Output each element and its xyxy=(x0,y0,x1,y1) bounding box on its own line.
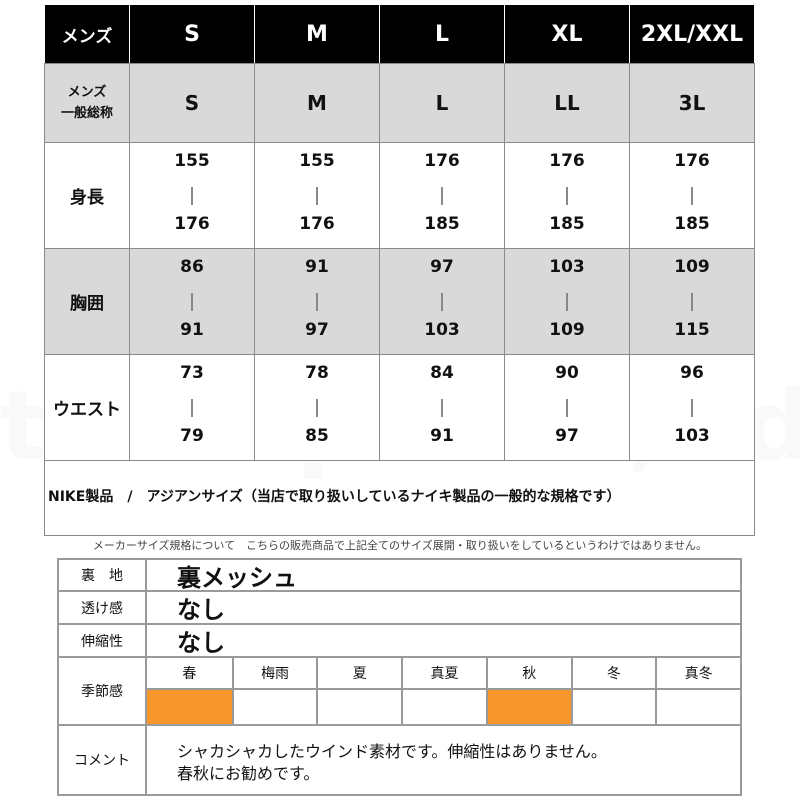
range-separator xyxy=(691,399,693,417)
general-label-line2: 一般総称 xyxy=(60,106,113,121)
range-separator xyxy=(316,399,318,417)
range-separator xyxy=(316,187,318,205)
season-winter: 冬 xyxy=(570,658,656,690)
range-separator xyxy=(691,187,693,205)
general-value: 3L xyxy=(629,63,755,143)
range-separator xyxy=(316,293,318,311)
range-cell: 78 85 xyxy=(254,354,380,461)
range-cell: 176 185 xyxy=(629,142,755,249)
spec-table: 裏 地 裏メッシュ 透け感 なし 伸縮性 なし 季節感 春 梅雨 夏 真夏 秋 … xyxy=(57,558,742,796)
range-separator xyxy=(566,187,568,205)
range-cell: 84 91 xyxy=(379,354,505,461)
range-cell: 86 91 xyxy=(129,248,255,355)
height-row: 身長 155 176 155 176 176 185 176 185 176 185 xyxy=(44,142,755,249)
general-value: S xyxy=(129,63,255,143)
range-separator xyxy=(441,399,443,417)
range-cell: 73 79 xyxy=(129,354,255,461)
maker-size-caption: メーカーサイズ規格について こちらの販売商品で上記全てのサイズ展開・取り扱いをし… xyxy=(92,539,708,552)
waist-label: ウエスト xyxy=(44,354,130,461)
range-separator xyxy=(566,399,568,417)
season-indicator-winter xyxy=(570,690,656,724)
season-row: 季節感 春 梅雨 夏 真夏 秋 冬 真冬 xyxy=(59,658,740,726)
season-spring: 春 xyxy=(147,658,232,690)
transparency-row: 透け感 なし xyxy=(59,592,740,625)
season-indicator-midwinter xyxy=(655,690,740,724)
chest-row: 胸囲 86 91 91 97 97 103 103 109 109 115 xyxy=(44,248,755,355)
lining-row: 裏 地 裏メッシュ xyxy=(59,560,740,592)
general-size-row: メンズ 一般総称 S M L LL 3L xyxy=(44,63,755,143)
range-cell: 90 97 xyxy=(504,354,630,461)
transparency-value: なし xyxy=(177,596,225,624)
general-value: L xyxy=(379,63,505,143)
range-cell: 155 176 xyxy=(254,142,380,249)
range-cell: 176 185 xyxy=(504,142,630,249)
comment-line-1: シャカシャカしたウインド素材です。伸縮性はありません。 xyxy=(177,742,607,761)
season-indicator-midsummer xyxy=(401,690,486,724)
range-separator xyxy=(191,293,193,311)
size-xl: XL xyxy=(504,4,630,64)
general-label-line1: メンズ xyxy=(67,85,107,100)
size-2xl: 2XL/XXL xyxy=(629,4,755,64)
range-separator xyxy=(191,399,193,417)
stretch-label: 伸縮性 xyxy=(59,625,147,656)
comment-text: シャカシャカしたウインド素材です。伸縮性はありません。 春秋にお勧めです。 xyxy=(177,741,607,785)
stretch-row: 伸縮性 なし xyxy=(59,625,740,658)
range-cell: 109 115 xyxy=(629,248,755,355)
range-cell: 96 103 xyxy=(629,354,755,461)
transparency-label: 透け感 xyxy=(59,592,147,623)
range-cell: 97 103 xyxy=(379,248,505,355)
range-separator xyxy=(441,187,443,205)
range-cell: 155 176 xyxy=(129,142,255,249)
height-label: 身長 xyxy=(44,142,130,249)
season-indicator-spring xyxy=(147,690,232,724)
size-l: L xyxy=(379,4,505,64)
range-separator xyxy=(691,293,693,311)
season-summer: 夏 xyxy=(316,658,402,690)
waist-row: ウエスト 73 79 78 85 84 91 90 97 96 103 xyxy=(44,354,755,461)
size-s: S xyxy=(129,4,255,64)
range-cell: 103 109 xyxy=(504,248,630,355)
season-midwinter: 真冬 xyxy=(655,658,740,690)
season-autumn: 秋 xyxy=(485,658,571,690)
lining-value: 裏メッシュ xyxy=(177,563,297,592)
range-separator xyxy=(566,293,568,311)
season-rainy: 梅雨 xyxy=(231,658,317,690)
size-note-box: NIKE製品 / アジアンサイズ（当店で取り扱いしているナイキ製品の一般的な規格… xyxy=(44,461,755,536)
season-midsummer: 真夏 xyxy=(401,658,486,690)
size-chart-table: メンズ S M L XL 2XL/XXL メンズ 一般総称 S M L LL 3… xyxy=(44,4,755,461)
season-grid: 春 梅雨 夏 真夏 秋 冬 真冬 xyxy=(147,658,740,724)
general-value: LL xyxy=(504,63,630,143)
comment-line-2: 春秋にお勧めです。 xyxy=(177,764,320,783)
size-header-row: メンズ S M L XL 2XL/XXL xyxy=(44,4,755,64)
stretch-value: なし xyxy=(177,629,225,657)
range-separator xyxy=(191,187,193,205)
general-label: メンズ 一般総称 xyxy=(44,63,130,143)
comment-row: コメント シャカシャカしたウインド素材です。伸縮性はありません。 春秋にお勧めで… xyxy=(59,726,740,794)
range-cell: 176 185 xyxy=(379,142,505,249)
comment-label: コメント xyxy=(59,726,147,794)
size-note-text: NIKE製品 / アジアンサイズ（当店で取り扱いしているナイキ製品の一般的な規格… xyxy=(48,489,621,505)
range-cell: 91 97 xyxy=(254,248,380,355)
season-indicator-rainy xyxy=(231,690,317,724)
chest-label: 胸囲 xyxy=(44,248,130,355)
range-separator xyxy=(441,293,443,311)
header-label: メンズ xyxy=(44,4,130,64)
size-m: M xyxy=(254,4,380,64)
lining-label: 裏 地 xyxy=(59,560,147,590)
general-value: M xyxy=(254,63,380,143)
season-indicator-summer xyxy=(316,690,401,724)
season-label: 季節感 xyxy=(59,658,147,724)
season-indicator-autumn xyxy=(485,690,571,724)
